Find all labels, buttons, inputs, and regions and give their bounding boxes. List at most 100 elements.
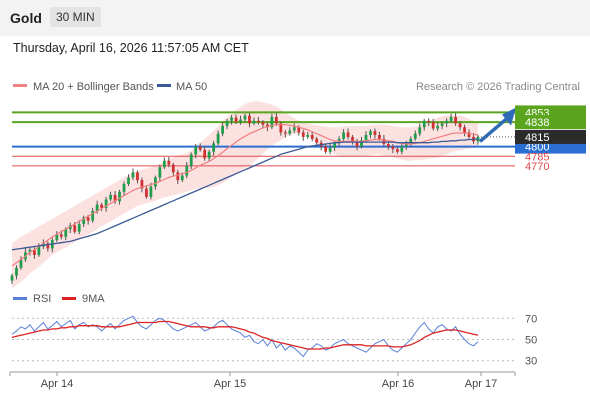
candle xyxy=(109,194,112,200)
rsi-legend-label: RSI xyxy=(33,293,51,305)
candle xyxy=(234,117,238,123)
candle xyxy=(324,146,328,152)
candle xyxy=(194,146,198,155)
candle xyxy=(274,116,278,124)
candle xyxy=(413,133,417,139)
candle xyxy=(207,151,211,159)
candle xyxy=(46,243,50,249)
rsi-tick-50: 50 xyxy=(525,335,537,347)
candle xyxy=(351,136,354,142)
candle xyxy=(328,147,332,152)
candle xyxy=(292,127,296,131)
candle xyxy=(100,204,104,208)
candle xyxy=(355,141,359,147)
candle xyxy=(252,120,256,124)
candle xyxy=(306,134,310,137)
x-tick-label: Apr 17 xyxy=(465,378,497,390)
candle xyxy=(122,183,126,192)
candle xyxy=(82,217,86,224)
candle xyxy=(404,142,408,147)
forecast-arrow-head xyxy=(502,107,516,126)
candle xyxy=(364,134,368,141)
current-price-tag xyxy=(515,129,586,144)
candle xyxy=(162,160,166,168)
candle xyxy=(467,132,471,137)
level-label-4770: 4770 xyxy=(525,161,549,173)
level-tag-4838 xyxy=(515,115,586,130)
candle xyxy=(342,132,345,139)
candle xyxy=(59,234,63,237)
candle xyxy=(261,122,265,125)
copyright-label: Research © 2026 Trading Central xyxy=(416,81,580,93)
ma50-legend-label: MA 50 xyxy=(176,81,207,93)
candle xyxy=(386,144,390,147)
datetime-label: Thursday, April 16, 2026 11:57:05 AM CET xyxy=(13,41,249,55)
candle xyxy=(373,131,377,135)
candle xyxy=(149,186,153,197)
current-price-label: 4815 xyxy=(525,132,549,144)
candle xyxy=(127,177,130,184)
candle xyxy=(212,143,216,152)
candle xyxy=(104,199,108,208)
candle xyxy=(140,180,144,189)
timeframe-button[interactable]: 30 MIN xyxy=(50,7,101,27)
x-tick-label: Apr 15 xyxy=(214,378,246,390)
candle xyxy=(333,142,337,148)
candle xyxy=(440,123,444,126)
candle xyxy=(203,149,207,159)
candle xyxy=(257,120,260,123)
candle xyxy=(337,138,341,143)
candle xyxy=(198,146,202,150)
candle xyxy=(10,275,14,281)
candle xyxy=(395,149,399,152)
ma50-legend-swatch xyxy=(157,84,171,87)
candle xyxy=(19,259,23,268)
bb-legend-swatch xyxy=(13,84,27,87)
rsi-ma-legend-label: 9MA xyxy=(82,293,105,305)
candle xyxy=(369,131,372,135)
candle xyxy=(171,164,175,173)
candle xyxy=(180,175,184,181)
candle xyxy=(118,191,121,202)
candle xyxy=(248,115,251,124)
candle xyxy=(391,146,395,150)
candle xyxy=(91,211,95,221)
candle xyxy=(64,229,68,237)
candle xyxy=(270,116,274,128)
candle xyxy=(458,123,462,128)
candle xyxy=(449,116,453,121)
candle xyxy=(454,116,457,124)
candle xyxy=(431,122,435,129)
candle xyxy=(55,234,59,241)
candle xyxy=(136,172,139,181)
rsi-ma-line xyxy=(11,320,479,350)
candle xyxy=(378,134,381,139)
candle xyxy=(346,132,350,137)
rsi-tick-30: 30 xyxy=(525,356,537,368)
candle xyxy=(422,120,426,128)
candle xyxy=(243,115,247,120)
candle xyxy=(86,217,90,221)
candle xyxy=(95,204,99,212)
rsi-legend-swatch xyxy=(13,297,27,300)
candle xyxy=(360,140,363,147)
candle xyxy=(77,223,81,232)
level-label-4785: 4785 xyxy=(525,151,549,163)
candle xyxy=(382,138,386,145)
candle xyxy=(279,123,283,133)
candle xyxy=(225,120,229,126)
rsi-line xyxy=(11,315,479,358)
candle xyxy=(33,249,36,255)
bollinger-band-area xyxy=(12,101,478,289)
candle xyxy=(445,120,449,124)
candle xyxy=(176,172,180,181)
candle xyxy=(239,119,242,123)
instrument-title: Gold xyxy=(10,10,42,26)
candle xyxy=(28,249,32,253)
candle xyxy=(158,167,162,178)
candle xyxy=(37,246,41,255)
candle xyxy=(301,132,305,137)
candle xyxy=(427,120,431,123)
bb-legend-label: MA 20 + Bollinger Bands xyxy=(33,81,154,93)
candle xyxy=(418,127,422,134)
